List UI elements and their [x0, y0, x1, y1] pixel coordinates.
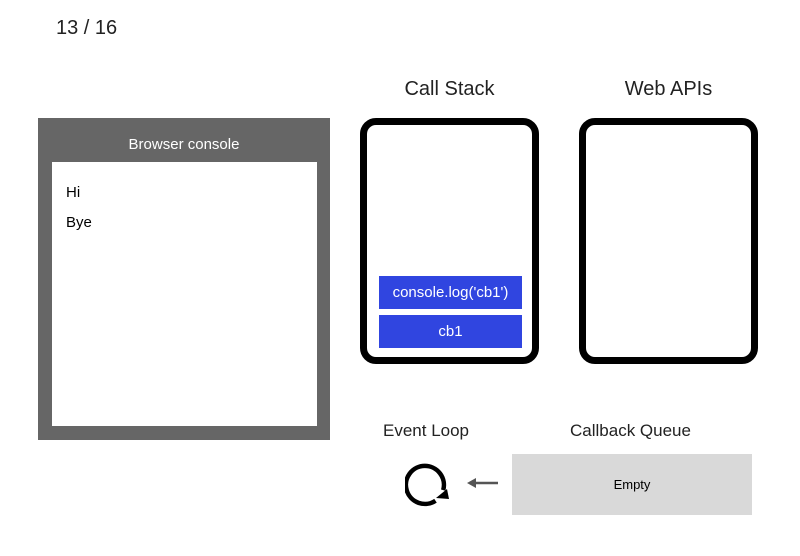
web-apis-container: [579, 118, 758, 364]
browser-console-output: Hi Bye: [52, 162, 317, 426]
left-arrow-icon: [466, 476, 500, 490]
callback-queue-label: Callback Queue: [570, 421, 691, 440]
web-apis-title: Web APIs: [624, 78, 713, 100]
stack-frame: cb1: [379, 315, 522, 348]
refresh-cycle-icon: [403, 460, 455, 508]
stack-frame: console.log('cb1'): [379, 276, 522, 309]
browser-console-title: Browser console: [128, 136, 240, 153]
console-line: Bye: [66, 214, 92, 231]
callback-queue-box: Empty: [512, 454, 752, 515]
callback-queue-content: Empty: [613, 477, 651, 492]
call-stack-container: console.log('cb1') cb1: [360, 118, 539, 364]
browser-console-panel: Browser console Hi Bye: [38, 118, 330, 440]
event-loop-label: Event Loop: [383, 421, 470, 440]
call-stack-title: Call Stack: [404, 78, 495, 100]
page-indicator: 13 / 16: [56, 17, 118, 39]
console-line: Hi: [66, 184, 81, 201]
